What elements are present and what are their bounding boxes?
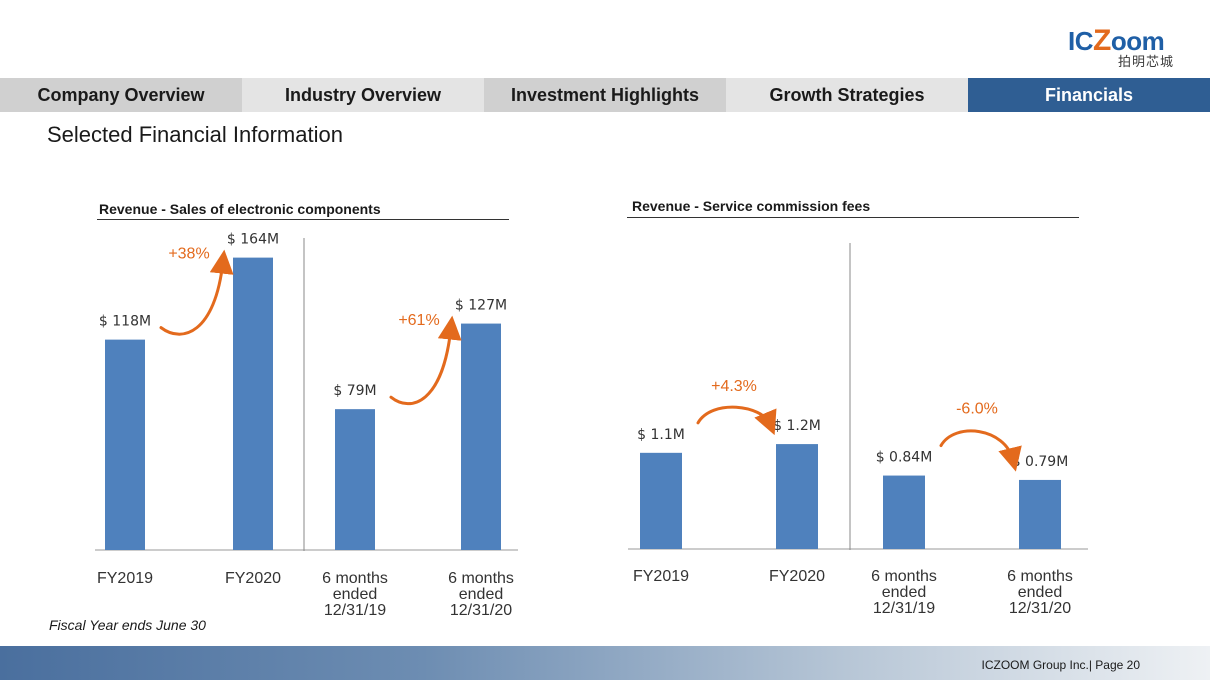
tab-growth-strategies[interactable]: Growth Strategies	[726, 78, 968, 112]
category-label-line: 6 months	[448, 570, 514, 587]
category-label: 6 months ended 12/31/19	[322, 570, 388, 619]
category-label-line: ended	[333, 586, 378, 603]
category-label: FY2019	[97, 570, 153, 587]
growth-arrow	[159, 249, 234, 336]
tab-company-overview[interactable]: Company Overview	[0, 78, 242, 112]
bar-value-label: $ 127M	[455, 298, 507, 314]
growth-percent-label: +61%	[398, 312, 439, 329]
footer-page-info: ICZOOM Group Inc.| Page 20	[981, 658, 1140, 672]
bar-value-label: $ 0.84M	[876, 450, 933, 466]
category-label-line: 12/31/20	[450, 602, 512, 619]
tab-industry-overview[interactable]: Industry Overview	[242, 78, 484, 112]
category-label-line: 6 months	[322, 570, 388, 587]
bar-value-label: $ 1.2M	[773, 418, 821, 434]
growth-percent-label: -6.0%	[956, 401, 998, 418]
fiscal-year-note: Fiscal Year ends June 30	[49, 617, 206, 633]
category-label-line: ended	[1018, 584, 1063, 601]
bar	[640, 452, 682, 549]
category-label-line: 12/31/20	[1009, 600, 1071, 617]
bar-value-label: $ 118M	[99, 314, 151, 330]
category-label-line: ended	[882, 584, 927, 601]
tab-financials[interactable]: Financials	[968, 78, 1210, 112]
chart-title-underline	[627, 217, 1079, 218]
bar	[105, 339, 145, 550]
bar	[335, 409, 375, 550]
growth-percent-label: +4.3%	[711, 378, 757, 395]
category-label-line: 6 months	[871, 568, 937, 585]
category-label: 6 months ended 12/31/20	[448, 570, 514, 619]
bar-value-label: $ 0.79M	[1012, 454, 1069, 470]
growth-arrow	[939, 429, 1022, 472]
bar-value-label: $ 79M	[333, 383, 376, 399]
logo-wordmark: ICZoom	[1068, 24, 1165, 57]
bar	[883, 475, 925, 549]
category-label: FY2020	[769, 568, 825, 585]
category-label-line: ended	[459, 586, 504, 603]
category-label: 6 months ended 12/31/19	[871, 568, 937, 617]
growth-percent-label: +38%	[168, 245, 209, 262]
growth-arrow	[389, 315, 462, 406]
company-logo: ICZoom 拍明芯城	[1068, 24, 1178, 70]
bar-value-label: $ 1.1M	[637, 427, 685, 443]
page-title: Selected Financial Information	[47, 122, 343, 147]
category-label-line: 6 months	[1007, 568, 1073, 585]
chart-title-electronic-components: Revenue - Sales of electronic components	[99, 201, 381, 217]
category-label-line: FY2020	[225, 570, 281, 587]
growth-arrow	[696, 405, 777, 436]
category-label: 6 months ended 12/31/20	[1007, 568, 1073, 617]
section-tabs: Company Overview Industry Overview Inves…	[0, 78, 1210, 112]
tab-investment-highlights[interactable]: Investment Highlights	[484, 78, 726, 112]
bar	[776, 444, 818, 549]
category-label-line: FY2020	[769, 568, 825, 585]
bar	[1019, 479, 1061, 549]
category-label-line: FY2019	[97, 570, 153, 587]
footer-band	[0, 646, 1210, 680]
logo-chinese-name: 拍明芯城	[1118, 55, 1175, 70]
chart-title-underline	[97, 219, 509, 220]
bar	[233, 257, 273, 550]
bar-value-label: $ 164M	[227, 232, 279, 248]
chart-title-service-commission: Revenue - Service commission fees	[632, 198, 871, 214]
category-label-line: 12/31/19	[873, 600, 935, 617]
category-label: FY2020	[225, 570, 281, 587]
bar	[461, 323, 501, 550]
category-label: FY2019	[633, 568, 689, 585]
category-label-line: FY2019	[633, 568, 689, 585]
category-label-line: 12/31/19	[324, 602, 386, 619]
